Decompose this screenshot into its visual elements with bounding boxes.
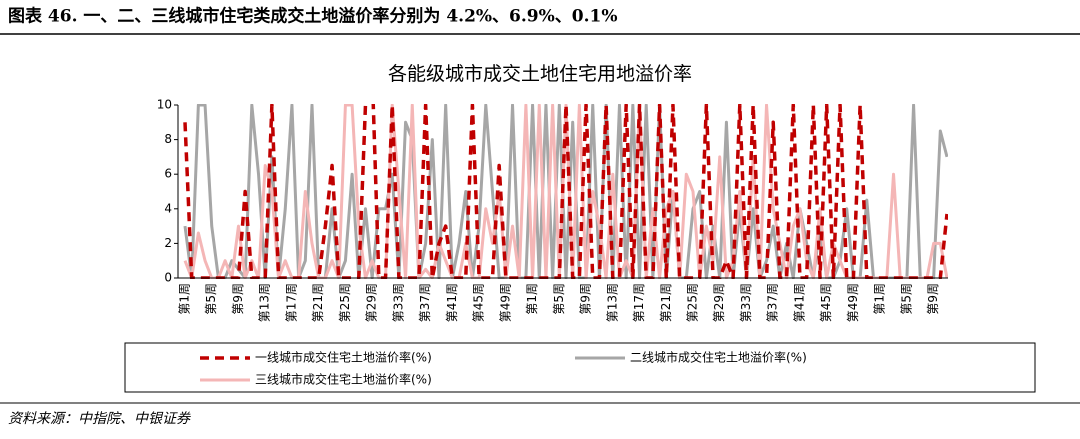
legend-label: 一线城市成交住宅土地溢价率(%) [255, 350, 432, 365]
x-tick-label: 第41周 [445, 283, 459, 322]
x-tick-label: 第49周 [498, 283, 512, 322]
x-tick-label: 第41周 [792, 283, 806, 322]
x-tick-label: 第5周 [204, 283, 218, 315]
x-tick-label: 第9周 [926, 283, 940, 315]
x-tick-label: 第25周 [338, 283, 352, 322]
legend-label: 二线城市成交住宅土地溢价率(%) [630, 350, 807, 365]
x-tick-label: 第1周 [873, 283, 887, 315]
x-tick-label: 第25周 [686, 283, 700, 322]
x-tick-label: 第9周 [579, 283, 593, 315]
x-tick-label: 第21周 [659, 283, 673, 322]
y-tick-label: 4 [164, 201, 172, 215]
x-tick-label: 第5周 [552, 283, 566, 315]
x-tick-label: 第13周 [605, 283, 619, 322]
legend-label: 三线城市成交住宅土地溢价率(%) [255, 372, 432, 387]
x-tick-label: 第33周 [391, 283, 405, 322]
x-tick-label: 第37周 [766, 283, 780, 322]
x-tick-label: 第49周 [846, 283, 860, 322]
x-tick-label: 第17周 [632, 283, 646, 322]
y-tick-label: 10 [157, 98, 172, 112]
page-title: 图表 46. 一、二、三线城市住宅类成交土地溢价率分别为 4.2%、6.9%、0… [8, 6, 618, 27]
x-tick-label: 第45周 [819, 283, 833, 322]
x-tick-label: 第5周 [899, 283, 913, 315]
y-tick-label: 0 [164, 271, 172, 285]
series-line [183, 104, 948, 279]
x-tick-label: 第1周 [525, 283, 539, 315]
y-tick-label: 8 [164, 132, 172, 146]
x-tick-label: 第37周 [418, 283, 432, 322]
source: 资料来源：中指院、中银证券 [8, 411, 191, 427]
y-tick-label: 6 [164, 167, 172, 181]
x-tick-label: 第21周 [311, 283, 325, 322]
y-tick-label: 2 [164, 236, 172, 250]
x-tick-label: 第29周 [365, 283, 379, 322]
plot-area [183, 104, 948, 279]
x-tick-label: 第13周 [258, 283, 272, 322]
x-tick-label: 第45周 [472, 283, 486, 322]
chart-title: 各能级城市成交土地住宅用地溢价率 [388, 63, 692, 85]
x-tick-label: 第9周 [231, 283, 245, 315]
legend-box [124, 342, 1036, 393]
x-tick-label: 第1周 [178, 283, 192, 315]
x-tick-label: 第33周 [739, 283, 753, 322]
x-tick-label: 第17周 [284, 283, 298, 322]
x-tick-label: 第29周 [712, 283, 726, 322]
